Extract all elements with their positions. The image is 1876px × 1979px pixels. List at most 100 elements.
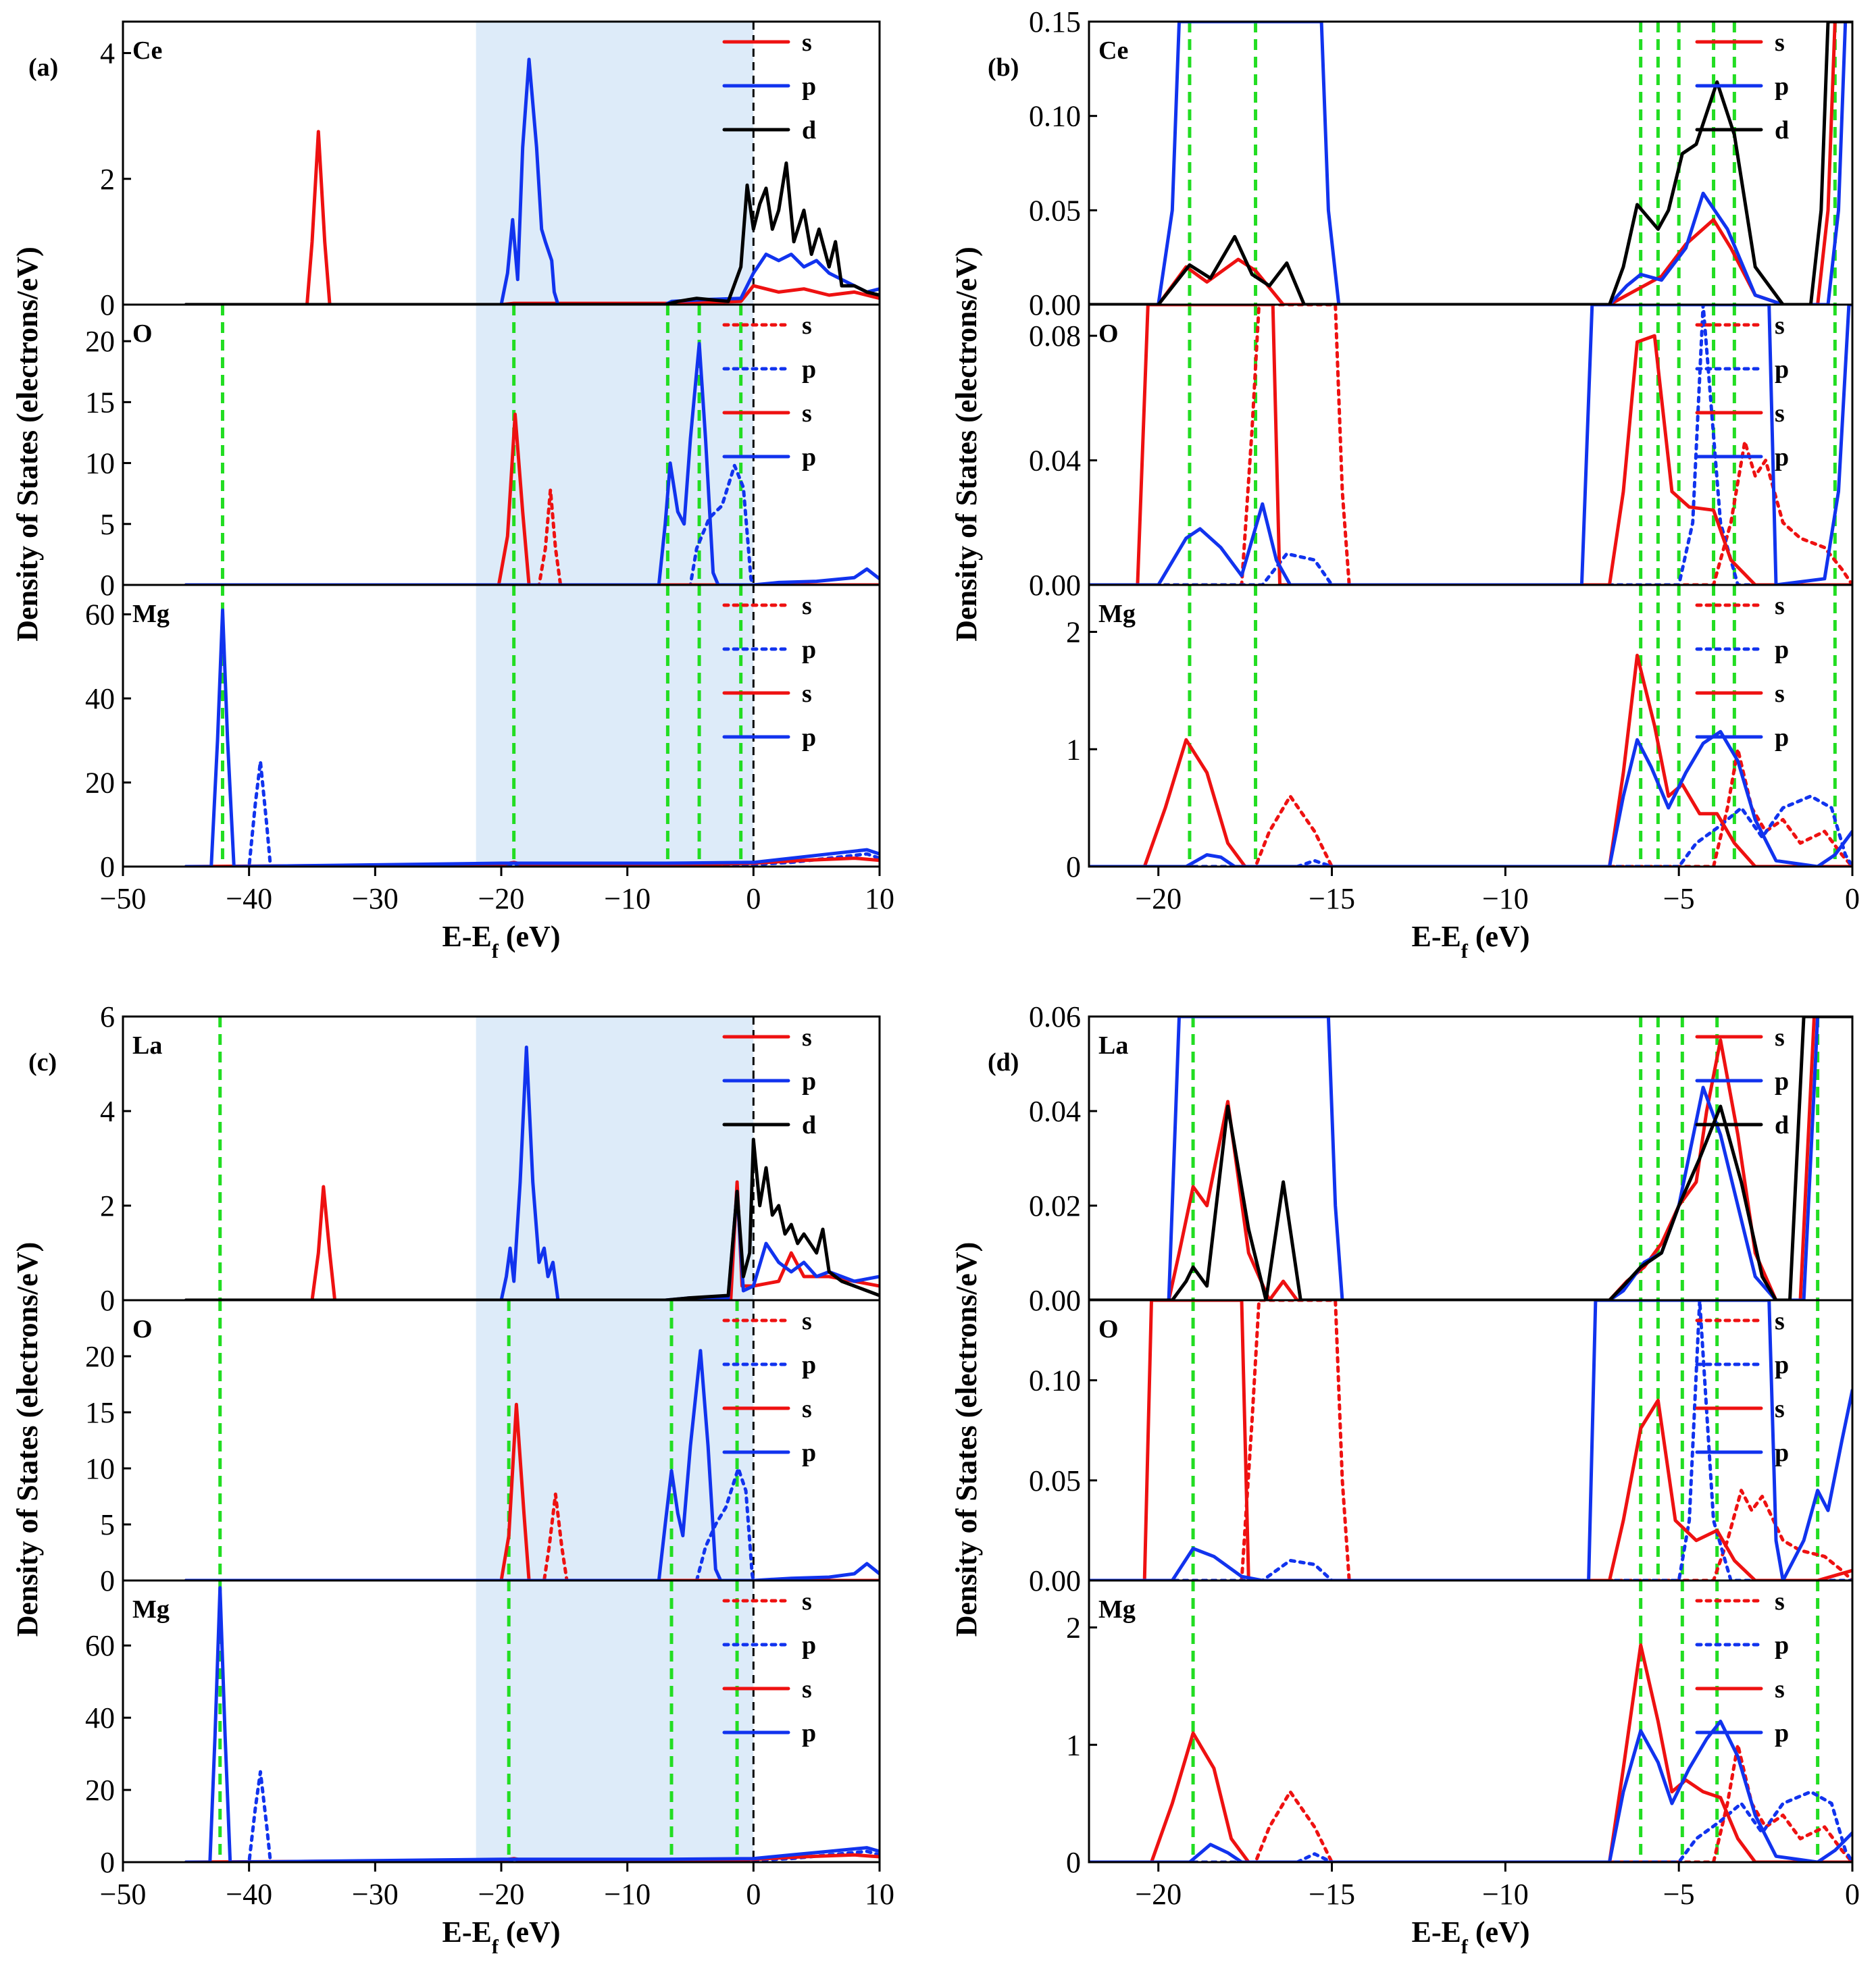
legend-label: s bbox=[1775, 311, 1785, 340]
legend-label: p bbox=[802, 1351, 816, 1379]
subplot-ce: 0.00 0.05 0.10 0.15 Ce spd bbox=[1029, 5, 1854, 322]
y-tick-label: 0.00 bbox=[1029, 1284, 1081, 1317]
panel-label: (c) bbox=[28, 1048, 57, 1077]
series-o-p-dot bbox=[1089, 305, 1852, 585]
y-tick-label: 0.00 bbox=[1029, 288, 1081, 322]
y-tick-label: 20 bbox=[85, 767, 115, 800]
element-label: La bbox=[132, 1031, 162, 1060]
x-tick-label: −50 bbox=[100, 1878, 147, 1911]
legend-label: p bbox=[1775, 1351, 1789, 1379]
y-tick-label: 0 bbox=[100, 850, 115, 883]
y-tick-label: 40 bbox=[85, 1701, 115, 1734]
y-tick-label: 0.05 bbox=[1029, 194, 1081, 227]
y-tick-label: 5 bbox=[100, 508, 115, 541]
y-tick-label: 20 bbox=[85, 1340, 115, 1373]
y-axis-title: Density of States (electrons/eV) bbox=[950, 1242, 983, 1637]
element-label: O bbox=[1098, 319, 1119, 348]
legend-label: p bbox=[1775, 1719, 1789, 1747]
series-mg-s-dot bbox=[1089, 1743, 1852, 1862]
series-o-p bbox=[1089, 305, 1852, 585]
legend-label: s bbox=[802, 28, 812, 57]
series-la-p bbox=[184, 1046, 880, 1300]
axes-frame bbox=[1088, 1299, 1854, 1582]
legend-label: s bbox=[802, 1587, 812, 1616]
series-o-s bbox=[184, 412, 880, 585]
y-tick-label: 60 bbox=[85, 1629, 115, 1662]
series-mg-s bbox=[1089, 653, 1852, 867]
y-tick-label: 2 bbox=[100, 163, 115, 196]
legend-label: p bbox=[1775, 1439, 1789, 1467]
y-tick-label: 0.15 bbox=[1029, 5, 1081, 38]
series-o-s-dot bbox=[1089, 1300, 1852, 1580]
legend-label: s bbox=[802, 1395, 812, 1423]
x-tick-label: −30 bbox=[352, 1878, 399, 1911]
legend-label: p bbox=[1775, 1067, 1789, 1096]
x-tick-label: 0 bbox=[746, 1878, 761, 1911]
y-tick-label: 2 bbox=[100, 1189, 115, 1223]
legend-label: p bbox=[802, 723, 816, 752]
legend-label: d bbox=[1775, 116, 1789, 145]
legend-label: s bbox=[1775, 399, 1785, 428]
x-tick-label: −5 bbox=[1663, 882, 1695, 915]
element-label: O bbox=[1098, 1315, 1119, 1343]
x-tick-label: 0 bbox=[1845, 882, 1860, 915]
legend-label: p bbox=[802, 443, 816, 471]
x-tick-label: −15 bbox=[1309, 1878, 1355, 1911]
series-o-s bbox=[1089, 1300, 1852, 1580]
x-tick-label: −10 bbox=[1482, 1878, 1529, 1911]
legend-label: s bbox=[1775, 1307, 1785, 1335]
x-tick-label: −5 bbox=[1663, 1878, 1695, 1911]
panel-label: (a) bbox=[28, 53, 58, 82]
legend-label: s bbox=[802, 399, 812, 428]
legend-label: p bbox=[1775, 723, 1789, 752]
series-mg-p bbox=[1089, 729, 1852, 867]
y-tick-label: 4 bbox=[100, 37, 115, 70]
x-tick-label: 0 bbox=[1845, 1878, 1860, 1911]
x-tick-label: −10 bbox=[604, 882, 651, 915]
series-mg-p bbox=[184, 1586, 880, 1862]
y-tick-label: 0.00 bbox=[1029, 569, 1081, 602]
x-tick-label: −15 bbox=[1309, 882, 1355, 915]
legend-label: s bbox=[1775, 1023, 1785, 1052]
x-tick-label: −40 bbox=[226, 1878, 272, 1911]
legend-label: s bbox=[802, 1023, 812, 1052]
x-axis-title: E-Ef (eV) bbox=[1412, 1916, 1530, 1958]
y-tick-label: 0.00 bbox=[1029, 1564, 1081, 1597]
legend-label: p bbox=[802, 1067, 816, 1096]
legend-label: d bbox=[802, 1111, 816, 1139]
series-o-p-dot bbox=[184, 463, 880, 585]
y-tick-label: 0 bbox=[100, 569, 115, 602]
series-o-p bbox=[184, 342, 880, 585]
y-tick-label: 5 bbox=[100, 1508, 115, 1541]
series-o-s-dot bbox=[184, 1492, 880, 1580]
x-tick-label: −10 bbox=[1482, 882, 1529, 915]
y-tick-label: 2 bbox=[1066, 1612, 1081, 1645]
panel-label: (b) bbox=[988, 53, 1019, 82]
legend-label: p bbox=[802, 1439, 816, 1467]
series-la-d bbox=[184, 1137, 880, 1300]
series-ce-p bbox=[1089, 22, 1852, 305]
y-axis-title: Density of States (electrons/eV) bbox=[950, 247, 983, 641]
series-ce-d bbox=[184, 161, 880, 305]
legend-label: s bbox=[802, 592, 812, 620]
y-tick-label: 0.04 bbox=[1029, 444, 1081, 478]
series-o-p-dot bbox=[184, 1466, 880, 1580]
x-axis-title: E-Ef (eV) bbox=[442, 920, 561, 962]
element-label: Mg bbox=[1098, 600, 1136, 628]
series-ce-d bbox=[1089, 22, 1852, 305]
y-tick-label: 15 bbox=[85, 1396, 115, 1429]
legend-label: s bbox=[1775, 1675, 1785, 1703]
legend-label: p bbox=[1775, 72, 1789, 101]
legend-label: p bbox=[802, 355, 816, 384]
subplot-la: 0.00 0.02 0.04 0.06 La spd bbox=[1029, 1000, 1854, 1317]
y-tick-label: 0.05 bbox=[1029, 1464, 1081, 1497]
series-o-p bbox=[184, 1349, 880, 1580]
y-axis-title: Density of States (electrons/eV) bbox=[11, 1242, 44, 1637]
